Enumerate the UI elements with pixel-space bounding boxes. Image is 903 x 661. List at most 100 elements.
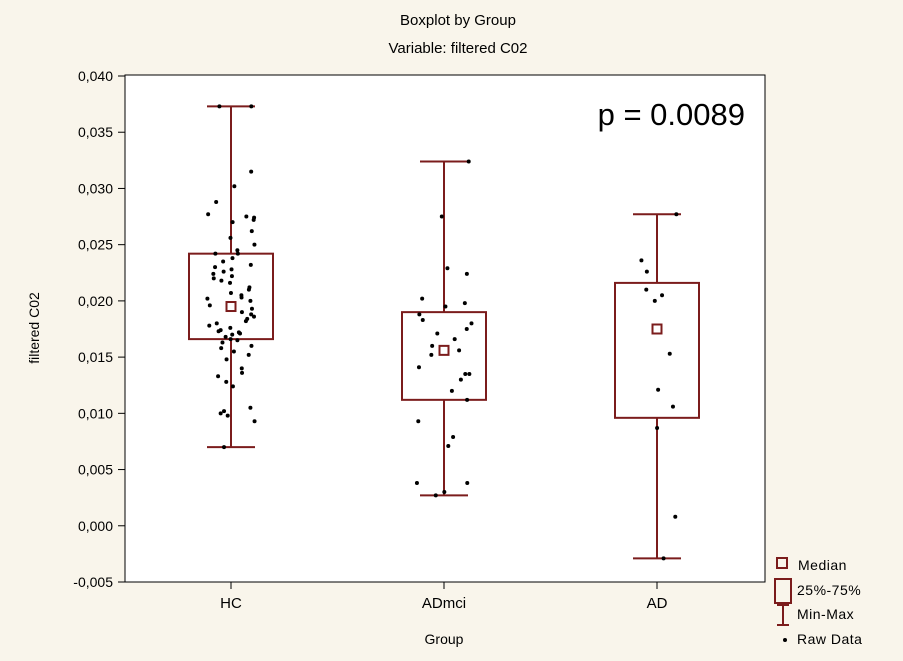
raw-data-point: [230, 332, 235, 337]
raw-data-point: [416, 365, 421, 370]
median-marker: [225, 301, 237, 313]
raw-data-point: [469, 321, 474, 326]
y-tick-label: 0,035: [78, 124, 113, 140]
raw-data-point: [446, 443, 451, 448]
raw-data-point: [439, 214, 444, 219]
raw-data-point: [235, 248, 240, 253]
raw-data-point: [222, 445, 227, 450]
raw-data-point: [221, 259, 226, 264]
raw-data-point: [231, 349, 236, 354]
legend-raw-data-label: Raw Data: [797, 631, 862, 647]
raw-data-point: [661, 556, 666, 561]
y-tick-label: 0,000: [78, 518, 113, 534]
raw-data-point: [214, 321, 219, 326]
raw-data-point: [465, 481, 470, 486]
raw-data-point: [670, 404, 675, 409]
raw-data-point: [229, 267, 234, 272]
raw-data-point: [224, 357, 229, 362]
raw-data-point: [673, 514, 678, 519]
raw-data-point: [213, 251, 218, 256]
box-group-ad: [614, 212, 700, 561]
x-tick-label: HC: [220, 595, 242, 612]
raw-data-point: [213, 265, 218, 270]
raw-data-point: [229, 274, 234, 279]
raw-data-point: [667, 351, 672, 356]
raw-data-point: [660, 293, 665, 298]
raw-data-point: [228, 291, 233, 296]
y-axis-title: filtered C02: [26, 292, 42, 364]
raw-data-point: [221, 269, 226, 274]
y-tick-label: 0,020: [78, 293, 113, 309]
raw-data-point: [228, 280, 233, 285]
raw-data-point: [220, 340, 225, 345]
raw-data-point: [217, 104, 222, 109]
x-tick-label: AD: [647, 595, 668, 612]
raw-data-point: [451, 434, 456, 439]
raw-data-point: [240, 370, 245, 375]
raw-data-point: [248, 298, 253, 303]
raw-data-point: [228, 235, 233, 240]
raw-data-point: [252, 242, 257, 247]
raw-data-point: [639, 258, 644, 263]
raw-data-point: [246, 352, 251, 357]
chart-title: Boxplot by Group: [400, 12, 516, 29]
y-tick-label: 0,005: [78, 462, 113, 478]
raw-data-point: [443, 304, 448, 309]
legend-box-icon: [774, 578, 792, 604]
median-marker: [438, 344, 450, 356]
legend-median-label: Median: [798, 557, 847, 573]
legend: Median 25%-75% Min-Max Raw Data: [774, 557, 862, 647]
y-tick-label: 0,010: [78, 405, 113, 421]
raw-data-point: [248, 405, 253, 410]
raw-data-point: [219, 278, 224, 283]
raw-data-point: [430, 343, 435, 348]
y-tick-label: -0,005: [73, 574, 113, 590]
box-groups: [188, 104, 700, 561]
raw-data-point: [449, 388, 454, 393]
legend-whisker-icon: [777, 604, 789, 626]
raw-data-point: [465, 397, 470, 402]
raw-data-point: [655, 425, 660, 430]
raw-data-point: [656, 387, 661, 392]
raw-data-point: [207, 303, 212, 308]
raw-data-point: [249, 306, 254, 311]
raw-data-point: [216, 329, 221, 334]
raw-data-point: [224, 379, 229, 384]
raw-data-point: [416, 419, 421, 424]
raw-data-point: [216, 374, 221, 379]
raw-data-point: [235, 251, 240, 256]
raw-data-point: [222, 409, 227, 414]
iqr-box: [401, 311, 487, 401]
raw-data-point: [442, 490, 447, 495]
raw-data-point: [644, 287, 649, 292]
box-group-admci: [401, 159, 487, 498]
raw-data-point: [466, 159, 471, 164]
raw-data-point: [223, 334, 228, 339]
raw-data-point: [230, 220, 235, 225]
y-tick-label: 0,015: [78, 349, 113, 365]
raw-data-point: [211, 271, 216, 276]
raw-data-point: [420, 318, 425, 323]
raw-data-point: [239, 310, 244, 315]
raw-data-point: [225, 413, 230, 418]
raw-data-point: [652, 298, 657, 303]
raw-data-point: [457, 348, 462, 353]
raw-data-point: [251, 314, 256, 319]
raw-data-point: [251, 217, 256, 222]
raw-data-point: [429, 352, 434, 357]
raw-data-point: [218, 411, 223, 416]
raw-data-point: [249, 169, 254, 174]
raw-data-point: [249, 343, 254, 348]
raw-data-point: [249, 229, 254, 234]
y-tick-label: 0,030: [78, 180, 113, 196]
raw-data-point: [235, 338, 240, 343]
raw-data-point: [462, 301, 467, 306]
raw-data-point: [228, 325, 233, 330]
raw-data-point: [458, 377, 463, 382]
raw-data-point: [239, 366, 244, 371]
p-value-annotation: p = 0.0089: [598, 97, 745, 132]
raw-data-point: [211, 276, 216, 281]
raw-data-point: [243, 319, 248, 324]
